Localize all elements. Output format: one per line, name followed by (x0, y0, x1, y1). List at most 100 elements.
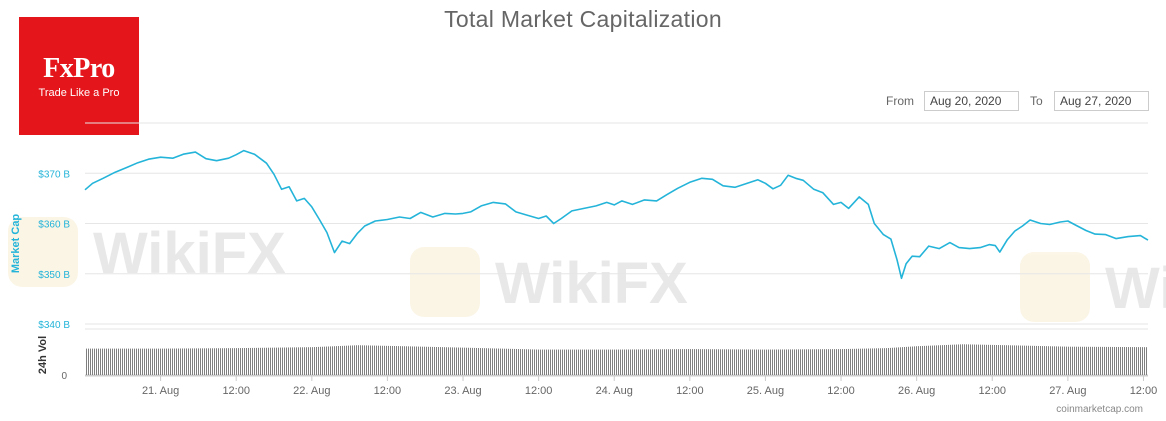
volume-bar (422, 346, 423, 375)
volume-bar (892, 347, 893, 375)
volume-bar (830, 349, 831, 375)
volume-bar (1036, 345, 1037, 375)
volume-bar (476, 347, 477, 375)
volume-bar (238, 348, 239, 375)
volume-bar (596, 349, 597, 375)
volume-bar (554, 349, 555, 375)
volume-bar (344, 345, 345, 375)
volume-bar (578, 349, 579, 375)
volume-bar (168, 348, 169, 375)
volume-bar (744, 349, 745, 375)
volume-bar (762, 349, 763, 375)
volume-bar (794, 349, 795, 375)
volume-bar (120, 348, 121, 375)
volume-bar (456, 347, 457, 375)
volume-bar (240, 348, 241, 375)
volume-bar (402, 346, 403, 375)
volume-bar (326, 346, 327, 375)
volume-bar (1056, 346, 1057, 375)
range-from-input[interactable] (924, 91, 1019, 111)
volume-bar (564, 349, 565, 375)
volume-bar (868, 348, 869, 375)
volume-bar (782, 349, 783, 375)
volume-bar (602, 349, 603, 375)
volume-bar (1054, 346, 1055, 375)
volume-bar (1088, 346, 1089, 375)
watermark-badge (8, 217, 78, 287)
volume-bar (446, 347, 447, 375)
volume-bar (478, 348, 479, 375)
volume-bar (286, 347, 287, 375)
volume-bar (208, 348, 209, 375)
volume-bar (334, 346, 335, 375)
volume-bar (312, 347, 313, 375)
volume-bar (818, 349, 819, 375)
volume-bar (1092, 346, 1093, 375)
volume-bar (658, 349, 659, 375)
volume-bar (690, 349, 691, 375)
volume-bar (840, 349, 841, 375)
volume-bar (870, 348, 871, 375)
volume-bar (98, 348, 99, 375)
watermark-badge (1020, 252, 1090, 322)
volume-bar (1102, 346, 1103, 375)
volume-bar (1084, 346, 1085, 375)
volume-bar (1136, 347, 1137, 375)
volume-bar (884, 348, 885, 375)
volume-bar (462, 347, 463, 375)
volume-bar (470, 347, 471, 375)
volume-bar (614, 349, 615, 375)
volume-bar (376, 345, 377, 375)
volume-bar (220, 348, 221, 375)
volume-bar (566, 349, 567, 375)
volume-bar (1104, 346, 1105, 375)
volume-bar (734, 349, 735, 375)
volume-bar (540, 349, 541, 375)
volume-bar (754, 349, 755, 375)
volume-bar (502, 348, 503, 375)
volume-bar (1076, 346, 1077, 375)
volume-bar (454, 347, 455, 375)
volume-bar (572, 349, 573, 375)
volume-bar (742, 349, 743, 375)
volume-bar (424, 346, 425, 375)
volume-bar (804, 349, 805, 375)
x-tick-label: 22. Aug (293, 385, 330, 397)
volume-bar (610, 349, 611, 375)
volume-bar (802, 349, 803, 375)
volume-bar (280, 347, 281, 375)
chart-title: Total Market Capitalization (444, 6, 722, 32)
volume-bar (166, 348, 167, 375)
volume-bar (1028, 345, 1029, 375)
volume-bar (702, 349, 703, 375)
volume-bar (1018, 345, 1019, 375)
watermark-text: WikiFX (495, 251, 688, 316)
x-tick-label: 12:00 (827, 385, 855, 397)
volume-bar (124, 348, 125, 375)
volume-bar (634, 349, 635, 375)
volume-bar (460, 347, 461, 375)
volume-bar (876, 348, 877, 375)
volume-bar (544, 349, 545, 375)
volume-bar (800, 349, 801, 375)
volume-bar (90, 348, 91, 375)
volume-bar (438, 347, 439, 375)
volume-bar (1020, 345, 1021, 375)
volume-bar (396, 346, 397, 375)
volume-bar (1144, 347, 1145, 375)
range-to-input[interactable] (1054, 91, 1149, 111)
volume-bar (694, 349, 695, 375)
x-tick-label: 23. Aug (444, 385, 481, 397)
volume-bar (292, 347, 293, 375)
volume-bar (1146, 347, 1147, 375)
volume-bar (938, 345, 939, 375)
volume-bar (552, 349, 553, 375)
volume-bar (960, 344, 961, 375)
volume-bar (570, 349, 571, 375)
x-tick-label: 12:00 (1130, 385, 1158, 397)
volume-bar (980, 344, 981, 375)
watermark-text: WikiFX (93, 221, 286, 286)
volume-bar (384, 345, 385, 375)
volume-bar (676, 349, 677, 375)
volume-bar (1058, 346, 1059, 375)
